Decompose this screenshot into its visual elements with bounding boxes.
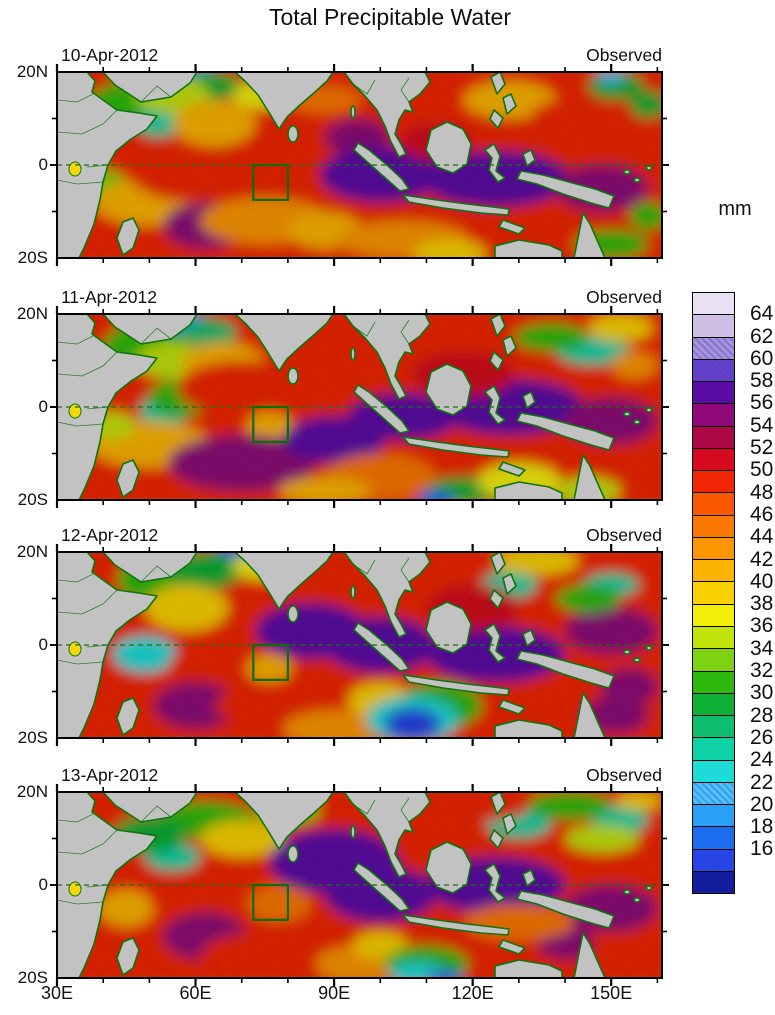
colorbar-cell-16 (693, 649, 734, 672)
panel-4-date-label: 13-Apr-2012 (61, 765, 159, 785)
axis-ticks (50, 784, 669, 986)
figure-title: Total Precipitable Water (268, 4, 512, 30)
colorbar-tick-label-56: 56 (750, 391, 774, 415)
panel-2-date-label: 11-Apr-2012 (61, 287, 157, 307)
map-canvas-panel-1 (50, 64, 669, 266)
panel-4-y-axis-label-0: 0 (38, 875, 48, 894)
colorbar-tick-label-34: 34 (750, 636, 774, 660)
colorbar-tick-label-32: 32 (750, 659, 774, 683)
heatmap-field (57, 314, 662, 500)
axis-ticks (50, 64, 669, 266)
colorbar-tick-label-28: 28 (750, 703, 774, 727)
colorbar-tick-label-62: 62 (750, 324, 774, 348)
colorbar-tick-label-52: 52 (750, 436, 774, 460)
panel-3-y-axis-label-20S: 20S (17, 728, 48, 747)
map-canvas-panel-2 (50, 306, 669, 508)
colorbar-cell-0 (693, 293, 734, 316)
x-axis-label-30E: 30E (40, 983, 74, 1003)
colorbar-cell-6 (693, 426, 734, 449)
axis-ticks (50, 306, 669, 508)
colorbar-cell-2 (693, 337, 734, 360)
panel-2-header: 11-Apr-2012 Observed (57, 287, 662, 311)
colorbar-cell-15 (693, 626, 734, 650)
colorbar-cell-17 (693, 671, 734, 694)
colorbar-cell-26 (693, 871, 734, 894)
colorbar-cell-20 (693, 738, 734, 761)
colorbar-tick-label-30: 30 (750, 681, 774, 705)
colorbar-cell-12 (693, 560, 734, 583)
colorbar-cell-25 (693, 849, 734, 872)
x-axis-label-60E: 60E (179, 983, 212, 1003)
panel-1-y-axis-label-20N: 20N (16, 62, 48, 81)
colorbar-cell-7 (693, 448, 734, 472)
panel-3-y-axis-label-0: 0 (38, 635, 48, 654)
study-region-box (252, 163, 290, 201)
colorbar (692, 292, 735, 894)
colorbar-cell-18 (693, 693, 734, 717)
study-region-box (252, 643, 290, 681)
panel-1-observed-label: Observed (586, 45, 662, 65)
colorbar-tick-label-58: 58 (750, 369, 774, 393)
colorbar-units-label: mm (718, 198, 752, 220)
colorbar-cell-24 (693, 827, 734, 850)
colorbar-tick-label-54: 54 (750, 413, 774, 437)
panel-4-header: 13-Apr-2012 Observed (57, 765, 662, 789)
map-canvas-panel-4 (50, 784, 669, 986)
colorbar-tick-label-64: 64 (750, 302, 774, 326)
colorbar-cell-5 (693, 404, 734, 427)
panel-2-observed-label: Observed (586, 287, 662, 307)
colorbar-tick-label-18: 18 (750, 815, 774, 839)
colorbar-tick-label-46: 46 (750, 502, 774, 526)
colorbar-tick-label-16: 16 (750, 837, 774, 861)
colorbar-cell-22 (693, 782, 734, 806)
panel-3-y-axis-label-20N: 20N (16, 542, 48, 561)
colorbar-tick-label-42: 42 (750, 547, 774, 571)
colorbar-cell-14 (693, 604, 734, 627)
colorbar-cell-4 (693, 382, 734, 405)
colorbar-tick-label-26: 26 (750, 725, 774, 749)
colorbar-tick-label-60: 60 (750, 346, 774, 370)
map-canvas-panel-3 (50, 544, 669, 746)
panel-2-y-axis-label-20N: 20N (16, 304, 48, 323)
colorbar-cell-19 (693, 716, 734, 739)
panel-4-observed-label: Observed (586, 765, 662, 785)
colorbar-cell-3 (693, 359, 734, 383)
colorbar-cell-13 (693, 582, 734, 605)
panel-4-y-axis-label-20S: 20S (17, 968, 48, 987)
colorbar-cell-23 (693, 805, 734, 828)
panel-1-y-axis-label-0: 0 (38, 155, 48, 174)
colorbar-tick-label-48: 48 (750, 480, 774, 504)
colorbar-cell-9 (693, 493, 734, 516)
panel-1-date-label: 10-Apr-2012 (61, 45, 159, 65)
panel-2-y-axis-label-0: 0 (38, 397, 48, 416)
colorbar-cell-1 (693, 315, 734, 338)
panel-3-observed-label: Observed (586, 525, 662, 545)
colorbar-cell-10 (693, 515, 734, 538)
colorbar-tick-label-50: 50 (750, 458, 774, 482)
colorbar-tick-label-22: 22 (750, 770, 774, 794)
colorbar-tick-label-44: 44 (750, 525, 774, 549)
axis-ticks (50, 544, 669, 746)
x-axis-label-150E: 150E (590, 983, 633, 1003)
panel-1-y-axis-label-20S: 20S (17, 248, 48, 267)
colorbar-tick-label-20: 20 (750, 792, 774, 816)
colorbar-tick-label-24: 24 (750, 748, 774, 772)
panel-1-header: 10-Apr-2012 Observed (57, 45, 662, 69)
study-region-box (252, 405, 290, 443)
study-region-box (252, 883, 290, 921)
x-axis-label-90E: 90E (318, 983, 351, 1003)
colorbar-cell-11 (693, 537, 734, 561)
panel-2-y-axis-label-20S: 20S (17, 490, 48, 509)
x-axis-label-120E: 120E (451, 983, 494, 1003)
colorbar-cell-8 (693, 471, 734, 494)
panel-3-date-label: 12-Apr-2012 (61, 525, 159, 545)
colorbar-tick-label-38: 38 (750, 592, 774, 616)
colorbar-cell-21 (693, 760, 734, 783)
colorbar-tick-label-40: 40 (750, 569, 774, 593)
panel-3-header: 12-Apr-2012 Observed (57, 525, 662, 549)
panel-4-y-axis-label-20N: 20N (16, 782, 48, 801)
colorbar-tick-label-36: 36 (750, 614, 774, 638)
